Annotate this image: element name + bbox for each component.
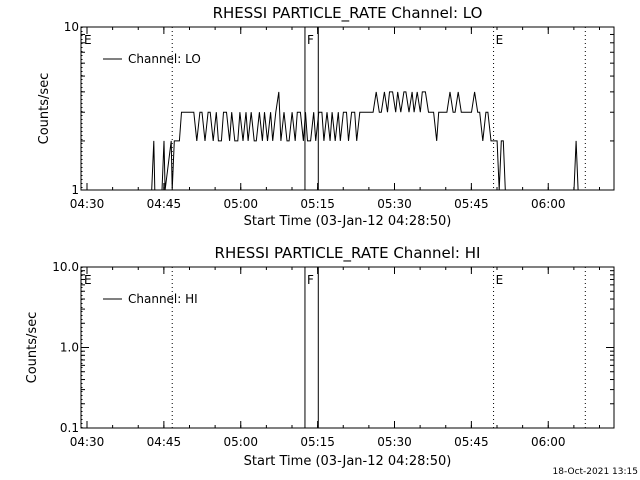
event-marker-label: E bbox=[496, 273, 504, 287]
x-axis-label: Start Time (03-Jan-12 04:28:50) bbox=[244, 214, 452, 229]
x-tick-label: 05:45 bbox=[454, 197, 489, 211]
chart-panel-2: RHESSI PARTICLE_RATE Channel: HI 04:30 04:… bbox=[25, 244, 615, 469]
event-marker-label: F bbox=[307, 33, 314, 47]
x-tick-label: 05:45 bbox=[454, 435, 489, 449]
chart-title: RHESSI PARTICLE_RATE Channel: HI bbox=[215, 244, 481, 263]
x-tick-label: 04:45 bbox=[147, 197, 182, 211]
x-tick-label: 04:45 bbox=[147, 435, 182, 449]
footer-timestamp: 18-Oct-2021 13:15 bbox=[553, 467, 638, 477]
legend-entry: Channel: LO bbox=[128, 52, 201, 66]
y-tick-label: 1 bbox=[71, 183, 79, 197]
legend-entry: Channel: HI bbox=[128, 292, 198, 306]
x-tick-label: 06:00 bbox=[531, 197, 566, 211]
event-marker-label: E bbox=[84, 33, 92, 47]
x-tick-label: 05:15 bbox=[300, 197, 335, 211]
plot-frame bbox=[80, 26, 615, 191]
y-axis-label: Counts/sec bbox=[25, 312, 40, 384]
x-tick-label: 05:30 bbox=[377, 197, 412, 211]
y-axis-label: Counts/sec bbox=[37, 73, 52, 145]
event-marker-label: E bbox=[496, 33, 504, 47]
y-tick-label: 10.0 bbox=[52, 260, 79, 274]
x-tick-label: 05:00 bbox=[223, 435, 258, 449]
chart-title: RHESSI PARTICLE_RATE Channel: LO bbox=[213, 4, 483, 23]
x-axis-label: Start Time (03-Jan-12 04:28:50) bbox=[244, 454, 452, 469]
y-tick-label: 0.1 bbox=[60, 421, 79, 435]
x-tick-label: 06:00 bbox=[531, 435, 566, 449]
y-tick-label: 1.0 bbox=[60, 341, 79, 355]
x-tick-label: 04:30 bbox=[70, 197, 105, 211]
x-tick-label: 04:30 bbox=[70, 435, 105, 449]
chart-panel-1: RHESSI PARTICLE_RATE Channel: LO 04:30 04:… bbox=[37, 4, 615, 229]
x-tick-label: 05:30 bbox=[377, 435, 412, 449]
x-tick-label: 05:15 bbox=[300, 435, 335, 449]
series-line-1 bbox=[151, 91, 579, 190]
event-marker-label: E bbox=[84, 273, 92, 287]
y-tick-label: 10 bbox=[64, 20, 79, 34]
event-marker-label: F bbox=[307, 273, 314, 287]
x-tick-label: 05:00 bbox=[223, 197, 258, 211]
